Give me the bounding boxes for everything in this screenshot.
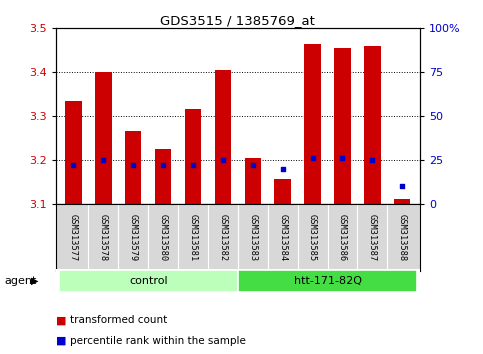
Point — [398, 183, 406, 189]
Text: ■: ■ — [56, 315, 66, 325]
Text: GSM313585: GSM313585 — [308, 213, 317, 261]
Point — [219, 157, 227, 162]
Bar — [155, 149, 171, 204]
Text: GSM313584: GSM313584 — [278, 213, 287, 261]
Text: GSM313577: GSM313577 — [69, 213, 78, 261]
Bar — [125, 131, 142, 204]
Text: GSM313587: GSM313587 — [368, 213, 377, 261]
Text: control: control — [129, 275, 168, 286]
Text: GSM313586: GSM313586 — [338, 213, 347, 261]
Text: agent: agent — [5, 275, 37, 286]
Point — [249, 162, 256, 168]
Point — [159, 162, 167, 168]
Text: GSM313578: GSM313578 — [99, 213, 108, 261]
Point — [129, 162, 137, 168]
Text: GSM313588: GSM313588 — [398, 213, 407, 261]
Point — [339, 155, 346, 161]
Bar — [304, 44, 321, 204]
Text: GSM313582: GSM313582 — [218, 213, 227, 261]
Point — [189, 162, 197, 168]
Point — [99, 157, 107, 162]
Title: GDS3515 / 1385769_at: GDS3515 / 1385769_at — [160, 14, 315, 27]
Text: ▶: ▶ — [31, 275, 39, 286]
Point — [309, 155, 316, 161]
Text: ■: ■ — [56, 336, 66, 346]
Bar — [185, 109, 201, 204]
Bar — [238, 269, 417, 292]
Text: transformed count: transformed count — [70, 315, 167, 325]
Bar — [215, 70, 231, 204]
Bar — [58, 269, 238, 292]
Text: percentile rank within the sample: percentile rank within the sample — [70, 336, 246, 346]
Bar — [95, 72, 112, 204]
Text: GSM313581: GSM313581 — [188, 213, 198, 261]
Bar — [65, 101, 82, 204]
Text: GSM313579: GSM313579 — [129, 213, 138, 261]
Text: GSM313583: GSM313583 — [248, 213, 257, 261]
Bar — [364, 46, 381, 204]
Bar — [244, 158, 261, 204]
Text: htt-171-82Q: htt-171-82Q — [294, 275, 362, 286]
Text: GSM313580: GSM313580 — [158, 213, 168, 261]
Bar — [274, 179, 291, 204]
Point — [279, 166, 286, 171]
Point — [70, 162, 77, 168]
Point — [369, 157, 376, 162]
Bar — [394, 199, 411, 204]
Bar — [334, 48, 351, 204]
